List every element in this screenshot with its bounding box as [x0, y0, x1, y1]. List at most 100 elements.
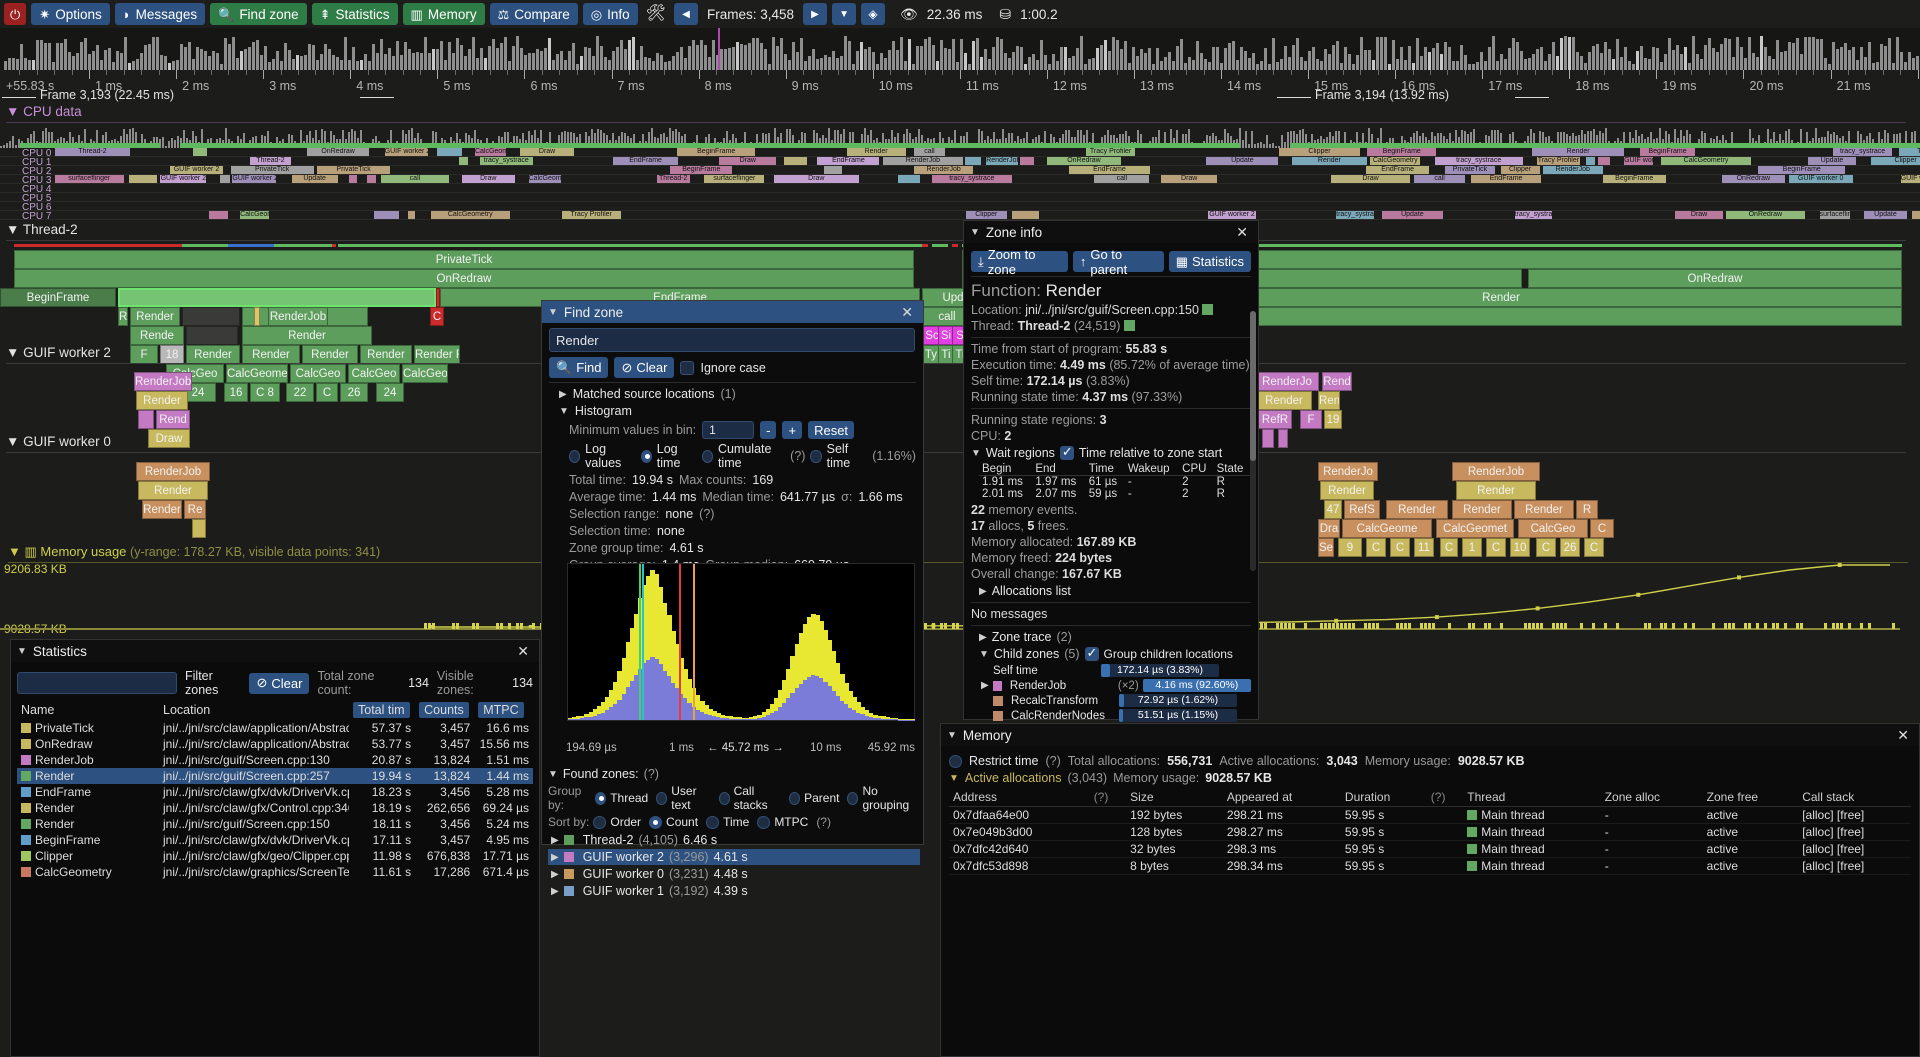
- frame-bar[interactable]: [1520, 51, 1523, 70]
- frame-bar[interactable]: [1244, 51, 1247, 70]
- allocations-table-header[interactable]: Address (?) Size Appeared at Duration (?) Thre…: [949, 788, 1911, 807]
- frame-bar[interactable]: [284, 43, 287, 70]
- frame-bar[interactable]: [1528, 57, 1531, 70]
- frame-bar[interactable]: [1220, 63, 1223, 70]
- frame-bar[interactable]: [1256, 63, 1259, 70]
- frame-bar[interactable]: [132, 60, 135, 70]
- log-time-checkbox[interactable]: [640, 449, 652, 463]
- zone-box[interactable]: RefS: [1344, 500, 1380, 519]
- zone-box[interactable]: 26: [1560, 538, 1580, 557]
- frame-bar[interactable]: [1100, 44, 1103, 70]
- zone-box[interactable]: Render: [142, 500, 182, 519]
- cpu-zone[interactable]: CalcGeometry: [474, 148, 507, 156]
- frame-bar[interactable]: [1028, 56, 1031, 70]
- frame-bar[interactable]: [272, 59, 275, 70]
- frame-bar[interactable]: [96, 44, 99, 70]
- cpu-zone[interactable]: call: [1414, 175, 1465, 183]
- frame-bar[interactable]: [1332, 44, 1335, 70]
- frame-bar[interactable]: [16, 59, 19, 70]
- zone-box[interactable]: Render: [1452, 500, 1512, 519]
- frame-bar[interactable]: [1024, 63, 1027, 70]
- frame-bar[interactable]: [1556, 55, 1559, 70]
- frame-bar[interactable]: [1860, 47, 1863, 70]
- chevron-down-icon[interactable]: ▼: [548, 306, 558, 318]
- frame-bar[interactable]: [1572, 36, 1575, 70]
- frame-bar[interactable]: [928, 36, 931, 70]
- frame-bar[interactable]: [972, 40, 975, 70]
- chevron-right-icon[interactable]: ▶: [981, 680, 989, 691]
- found-zone-groups[interactable]: ▶ Thread-2 (4,105) 6.46 s ▶ GUIF worker 2 (3,2…: [548, 832, 920, 899]
- cpu-zone[interactable]: EndFrame: [1471, 175, 1541, 183]
- cpu-zone[interactable]: [407, 211, 416, 219]
- frame-bar[interactable]: [1780, 51, 1783, 70]
- frames-target-button[interactable]: ◈: [861, 3, 886, 25]
- zone-box[interactable]: CalcGeome: [1342, 519, 1432, 538]
- found-zones-section[interactable]: ▼ Found zones: (?) Group by: Thread User …: [548, 764, 920, 900]
- cpu-zone[interactable]: BeginFrame: [1640, 148, 1695, 156]
- cpu-data-group-header[interactable]: ▼ CPU data: [6, 104, 82, 119]
- zone-box[interactable]: 19: [1324, 410, 1342, 429]
- cpu-zone[interactable]: CalcGeometry: [528, 175, 562, 183]
- cpu-zone[interactable]: Tracy Profiler: [561, 211, 621, 219]
- frame-bar[interactable]: [280, 60, 283, 70]
- frame-bar[interactable]: [152, 37, 155, 70]
- mem-call-stack[interactable]: [alloc] [free]: [1798, 823, 1911, 841]
- frame-bar[interactable]: [1656, 48, 1659, 70]
- frame-bar[interactable]: [1352, 63, 1355, 70]
- frame-bar[interactable]: [552, 60, 555, 70]
- frame-bar[interactable]: [632, 36, 635, 70]
- frame-bar[interactable]: [452, 52, 455, 70]
- frame-bar[interactable]: [836, 57, 839, 70]
- statistics-table[interactable]: Name Location Total tim Counts MTPC PrivateT…: [17, 700, 533, 880]
- zone-box[interactable]: Render: [1320, 481, 1374, 500]
- cumulate-time-checkbox[interactable]: [701, 449, 713, 463]
- frame-bar[interactable]: [736, 42, 739, 70]
- cpu-zone[interactable]: call: [1094, 175, 1150, 183]
- frame-bar[interactable]: [1372, 60, 1375, 70]
- frame-bar[interactable]: [292, 58, 295, 70]
- frame-bar[interactable]: [1008, 57, 1011, 70]
- frame-bar[interactable]: [1284, 45, 1287, 70]
- frame-bar[interactable]: [1832, 41, 1835, 70]
- frame-bar[interactable]: [1900, 52, 1903, 70]
- close-icon[interactable]: ✕: [901, 303, 913, 320]
- frame-bar[interactable]: [600, 46, 603, 70]
- frame-bar[interactable]: [1364, 49, 1367, 70]
- frame-bar[interactable]: [448, 41, 451, 70]
- mem-col-zone-alloc[interactable]: Zone alloc: [1600, 788, 1703, 807]
- cpu-zone[interactable]: tracy_systrace: [479, 157, 533, 165]
- frame-bar[interactable]: [1116, 40, 1119, 70]
- zone-box[interactable]: F: [130, 345, 158, 364]
- frame-bar[interactable]: [1104, 40, 1107, 70]
- frame-bar[interactable]: [1692, 36, 1695, 70]
- mem-col-address[interactable]: Address: [949, 788, 1090, 807]
- frame-bar[interactable]: [492, 39, 495, 70]
- frame-bar[interactable]: [336, 56, 339, 70]
- frame-bar[interactable]: [1416, 37, 1419, 70]
- mem-col--[interactable]: (?): [1426, 788, 1464, 807]
- frame-bar[interactable]: [1132, 47, 1135, 70]
- cpu-zone[interactable]: Draw: [461, 175, 515, 183]
- frame-bar[interactable]: [1240, 47, 1243, 70]
- frame-bar[interactable]: [60, 43, 63, 70]
- stat-col-name[interactable]: Name: [21, 703, 55, 717]
- frame-bar[interactable]: [1784, 50, 1787, 70]
- frame-bar[interactable]: [1660, 62, 1663, 70]
- frame-bar[interactable]: [1300, 56, 1303, 70]
- frame-bar[interactable]: [796, 52, 799, 70]
- frame-bar[interactable]: [1532, 54, 1535, 70]
- frame-bar[interactable]: [1400, 47, 1403, 70]
- cpu-zone[interactable]: surfaceflinger: [704, 175, 765, 183]
- cpu-zone[interactable]: EndFrame: [1069, 166, 1150, 174]
- memory-button[interactable]: ▥ Memory: [402, 3, 485, 25]
- frame-bar[interactable]: [352, 46, 355, 70]
- zone-box[interactable]: CalcGeo: [1518, 519, 1588, 538]
- frame-bar[interactable]: [1488, 46, 1491, 70]
- frame-bar[interactable]: [24, 57, 27, 70]
- cpu-zone[interactable]: GUIF worker 2: [160, 175, 207, 183]
- zone-box[interactable]: Render: [130, 307, 180, 326]
- frame-bar[interactable]: [1288, 56, 1291, 70]
- cpu-zone[interactable]: Thread-2: [250, 157, 291, 165]
- frame-bar[interactable]: [708, 57, 711, 70]
- zone-info-titlebar[interactable]: ▼ Zone info ✕: [964, 221, 1258, 243]
